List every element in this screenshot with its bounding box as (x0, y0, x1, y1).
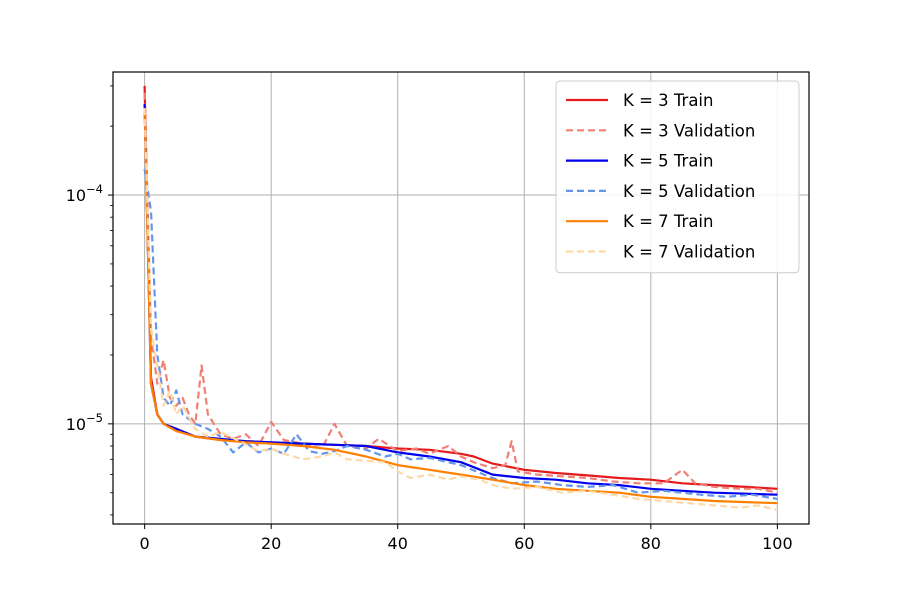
legend-box (555, 80, 800, 274)
series-line-2 (143, 103, 778, 496)
legend-label: K = 3 Train (623, 91, 713, 110)
x-tick-label: 100 (762, 534, 793, 553)
series-line-4 (143, 108, 778, 505)
x-tick-label: 20 (261, 534, 281, 553)
legend-label: K = 3 Validation (623, 121, 755, 140)
y-tick-label: 10−5 (66, 411, 103, 434)
x-axis: 0 20 40 60 80 100 (140, 524, 793, 553)
legend-label: K = 7 Train (623, 212, 713, 231)
legend-label: K = 7 Validation (623, 243, 755, 262)
series-lines (143, 85, 778, 512)
x-tick-label: 60 (514, 534, 534, 553)
legend: K = 3 Train K = 3 Validation K = 5 Train K … (555, 80, 800, 274)
y-tick-label: 10−4 (66, 182, 103, 205)
plot-frame (112, 71, 810, 525)
x-tick-label: 80 (641, 534, 661, 553)
legend-label: K = 5 Train (623, 152, 713, 171)
x-tick-label: 0 (140, 534, 150, 553)
legend-label: K = 5 Validation (623, 182, 755, 201)
x-tick-label: 40 (388, 534, 408, 553)
y-axis: 10−5 10−4 (66, 85, 113, 516)
